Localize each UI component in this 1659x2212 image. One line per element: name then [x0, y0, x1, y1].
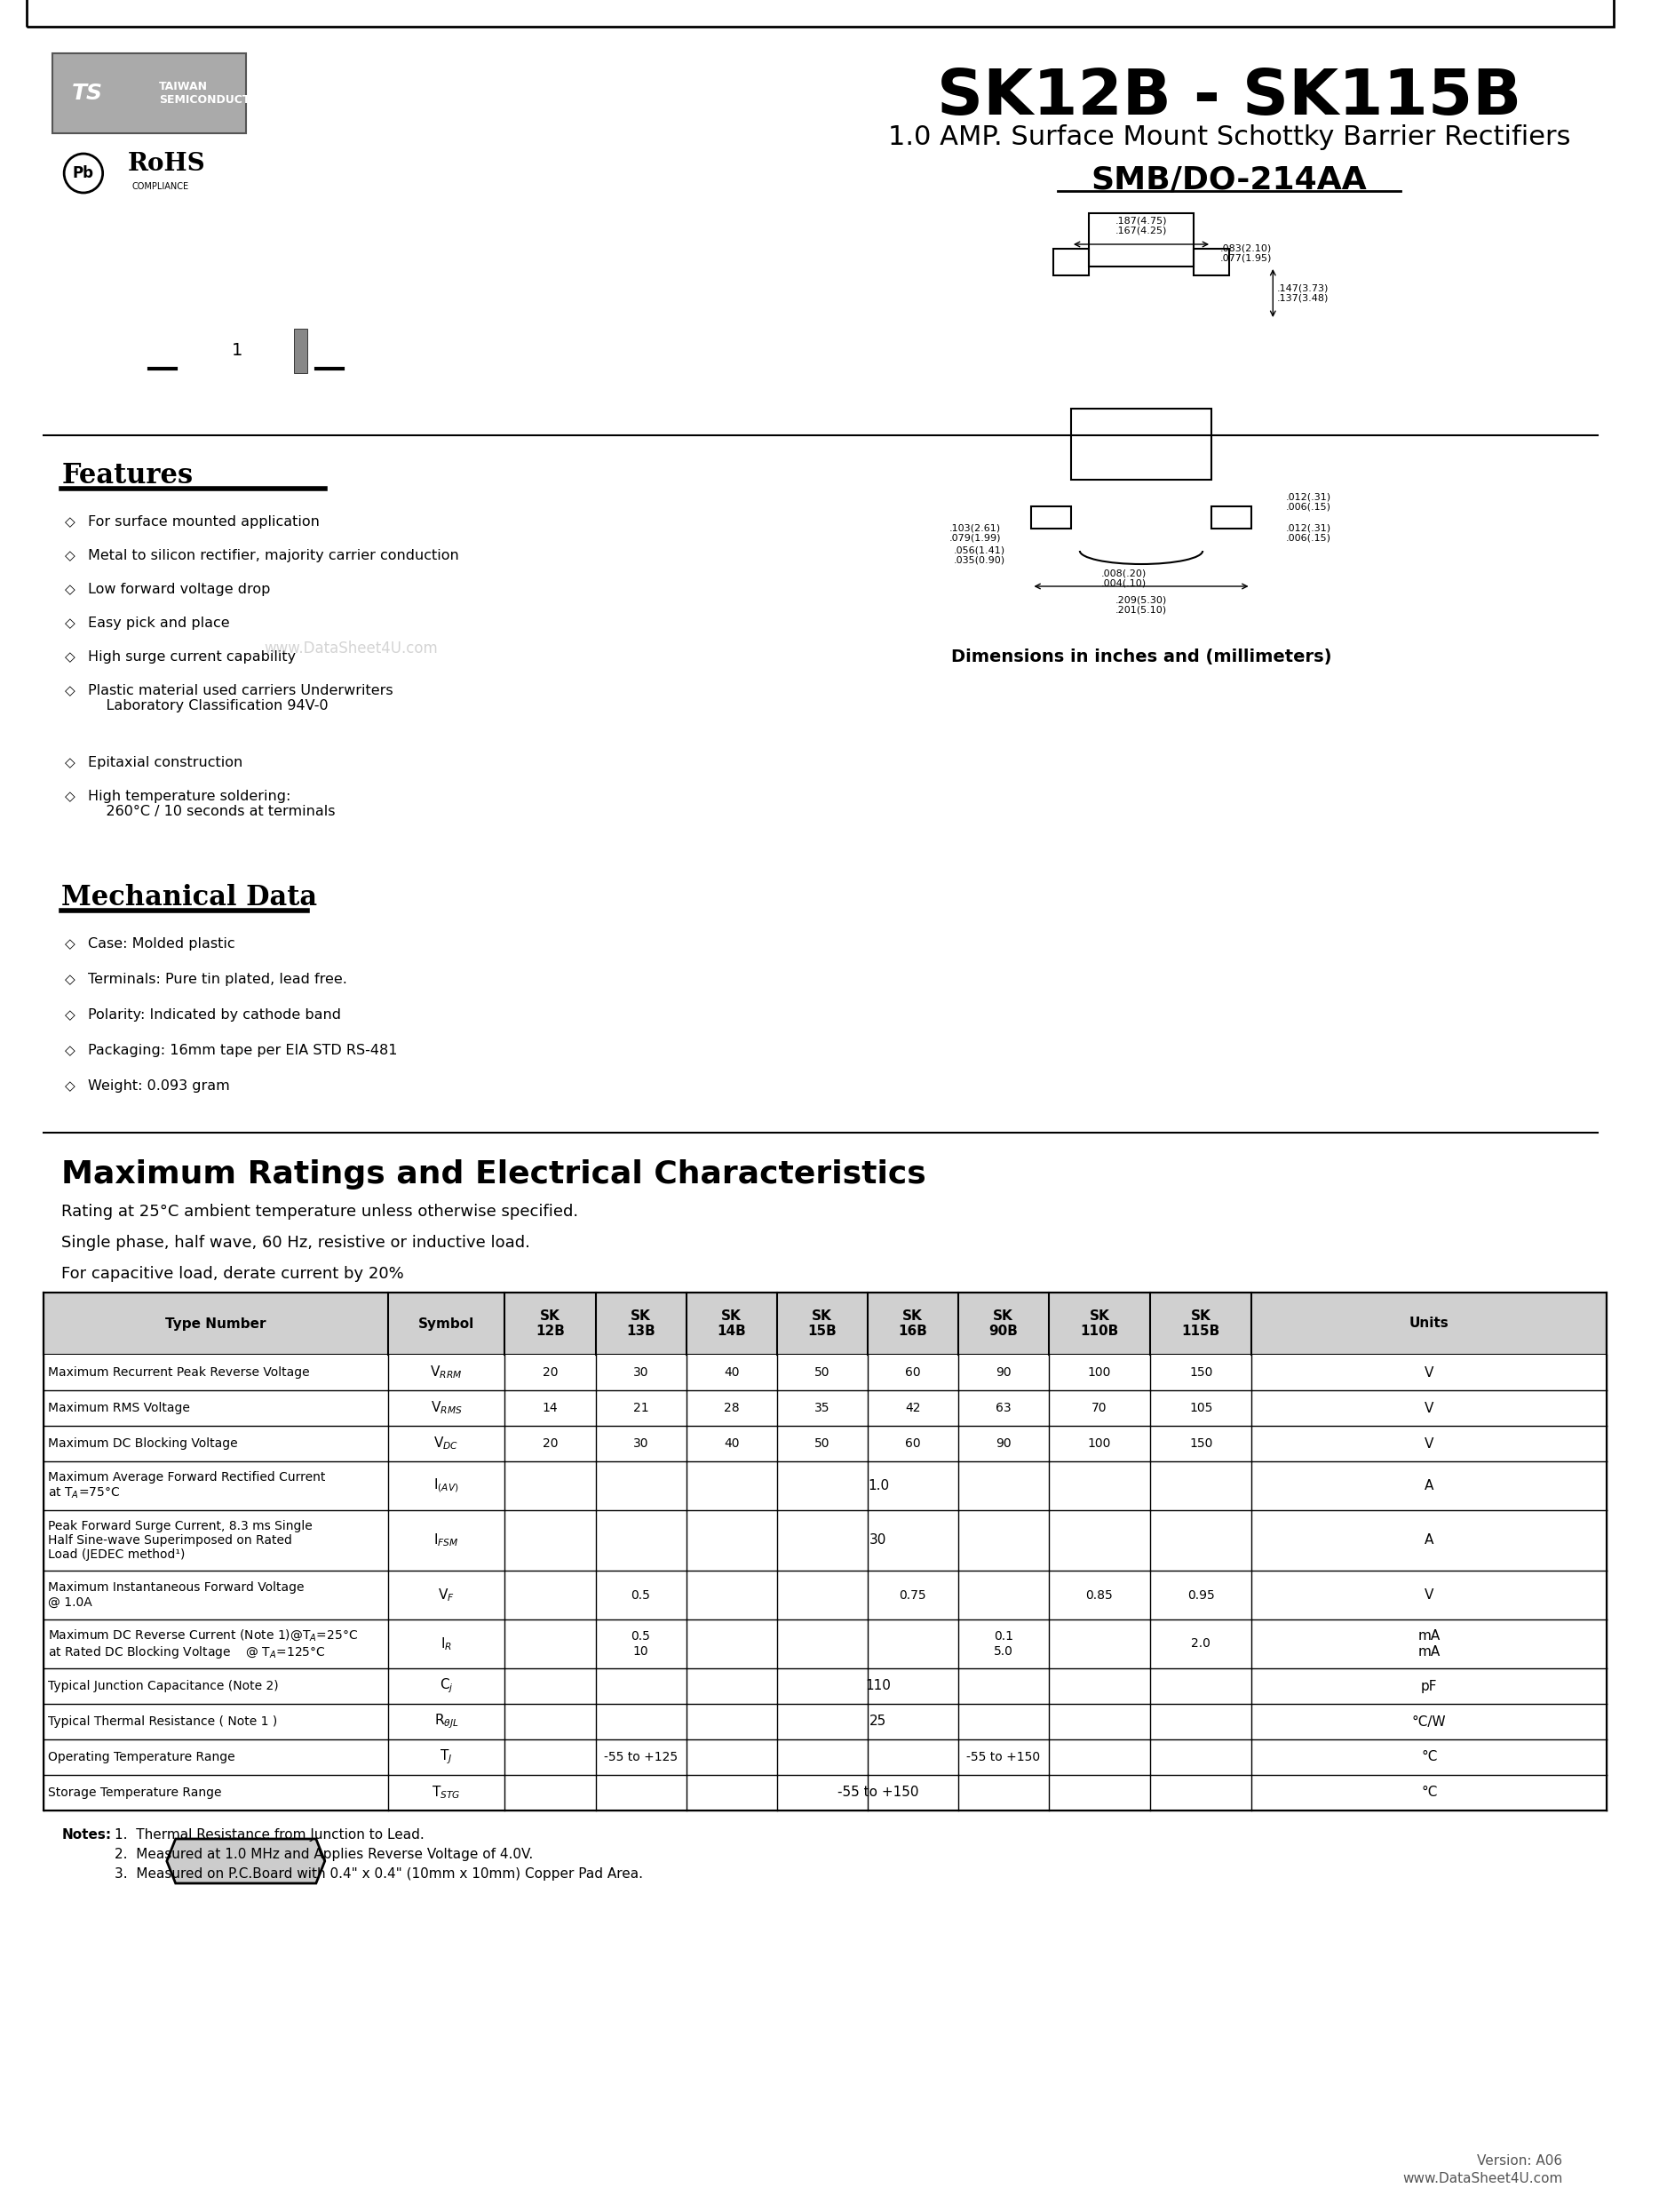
Text: ◇: ◇ [65, 650, 75, 664]
Text: Maximum DC Blocking Voltage: Maximum DC Blocking Voltage [48, 1438, 237, 1449]
Text: Packaging: 16mm tape per EIA STD RS-481: Packaging: 16mm tape per EIA STD RS-481 [88, 1044, 397, 1057]
Text: ◇: ◇ [65, 757, 75, 770]
Text: Symbol: Symbol [418, 1316, 474, 1329]
Text: www.DataSheet4U.com: www.DataSheet4U.com [1402, 2172, 1563, 2185]
Text: Version: A06: Version: A06 [1477, 2154, 1563, 2168]
Text: -55 to +150: -55 to +150 [967, 1752, 1040, 1763]
Text: Pb: Pb [73, 166, 95, 181]
Text: 60: 60 [904, 1438, 921, 1449]
Text: 30: 30 [869, 1533, 888, 1546]
Text: .012(.31)
.006(.15): .012(.31) .006(.15) [1286, 524, 1332, 542]
Text: I$_R$: I$_R$ [441, 1635, 451, 1652]
Text: 35: 35 [815, 1402, 830, 1413]
Text: 60: 60 [904, 1367, 921, 1378]
Text: -55 to +150: -55 to +150 [838, 1785, 919, 1798]
Text: Metal to silicon rectifier, majority carrier conduction: Metal to silicon rectifier, majority car… [88, 549, 460, 562]
Text: 110: 110 [866, 1679, 891, 1692]
Text: Notes:: Notes: [61, 1829, 111, 1843]
Bar [43, 1292, 1606, 1354]
Text: Maximum Average Forward Rectified Current
at T$_A$=75°C: Maximum Average Forward Rectified Curren… [48, 1471, 325, 1500]
Text: V$_{RMS}$: V$_{RMS}$ [430, 1400, 463, 1416]
Text: 25: 25 [869, 1714, 888, 1728]
Text: ◇: ◇ [65, 549, 75, 562]
Text: 63: 63 [995, 1402, 1012, 1413]
Text: For capacitive load, derate current by 20%: For capacitive load, derate current by 2… [61, 1265, 405, 1283]
Text: .209(5.30)
.201(5.10): .209(5.30) .201(5.10) [1115, 595, 1166, 615]
Text: TS: TS [71, 82, 103, 104]
Bar [43, 1462, 1606, 1511]
Text: Maximum Recurrent Peak Reverse Voltage: Maximum Recurrent Peak Reverse Voltage [48, 1367, 310, 1378]
Text: .083(2.10)
.077(1.95): .083(2.10) .077(1.95) [1221, 243, 1272, 263]
Text: www.DataSheet4U.com: www.DataSheet4U.com [264, 641, 438, 657]
Bar [43, 1391, 1606, 1427]
Bar [43, 1703, 1606, 1739]
Text: 150: 150 [1190, 1367, 1213, 1378]
Text: °C: °C [1422, 1750, 1437, 1763]
Bar [1088, 212, 1194, 265]
Text: High temperature soldering:
    260°C / 10 seconds at terminals: High temperature soldering: 260°C / 10 s… [88, 790, 335, 818]
Bar [43, 1427, 1606, 1462]
Bar [1072, 409, 1211, 480]
Text: SK
15B: SK 15B [808, 1310, 836, 1338]
Bar [1194, 248, 1229, 274]
Text: Mechanical Data: Mechanical Data [61, 885, 317, 911]
Text: 3.  Measured on P.C.Board with 0.4" x 0.4" (10mm x 10mm) Copper Pad Area.: 3. Measured on P.C.Board with 0.4" x 0.4… [114, 1867, 642, 1880]
Text: ◇: ◇ [65, 790, 75, 803]
Text: 40: 40 [723, 1367, 740, 1378]
Text: 30: 30 [634, 1367, 649, 1378]
Text: 2.0: 2.0 [1191, 1637, 1211, 1650]
Text: Case: Molded plastic: Case: Molded plastic [88, 938, 236, 951]
Text: SMB/DO-214AA: SMB/DO-214AA [1092, 164, 1367, 195]
Text: A: A [1425, 1480, 1433, 1493]
Polygon shape [168, 1838, 325, 1882]
Text: TAIWAN
SEMICONDUCTOR: TAIWAN SEMICONDUCTOR [159, 82, 267, 106]
Text: 150: 150 [1190, 1438, 1213, 1449]
Text: 28: 28 [723, 1402, 740, 1413]
Text: ◇: ◇ [65, 1079, 75, 1093]
Text: SK
13B: SK 13B [625, 1310, 655, 1338]
Text: Units: Units [1408, 1316, 1448, 1329]
Text: 50: 50 [815, 1438, 830, 1449]
Text: V: V [1425, 1438, 1433, 1451]
Bar [43, 1511, 1606, 1571]
Text: SK
90B: SK 90B [989, 1310, 1019, 1338]
Text: Maximum DC Reverse Current (Note 1)@T$_A$=25°C
at Rated DC Blocking Voltage    @: Maximum DC Reverse Current (Note 1)@T$_A… [48, 1628, 358, 1661]
Text: .008(.20)
.004(.10): .008(.20) .004(.10) [1102, 568, 1146, 588]
Text: Operating Temperature Range: Operating Temperature Range [48, 1752, 236, 1763]
Text: 0.1
5.0: 0.1 5.0 [994, 1630, 1014, 1657]
Bar [1032, 507, 1072, 529]
Text: ◇: ◇ [65, 973, 75, 987]
Text: RoHS: RoHS [128, 153, 206, 177]
Text: Storage Temperature Range: Storage Temperature Range [48, 1787, 222, 1798]
Text: .103(2.61)
.079(1.99): .103(2.61) .079(1.99) [949, 524, 1000, 542]
Text: 100: 100 [1088, 1367, 1112, 1378]
Bar [43, 1739, 1606, 1774]
Text: 0.85: 0.85 [1085, 1588, 1113, 1601]
Text: I$_{FSM}$: I$_{FSM}$ [433, 1533, 460, 1548]
Text: 0.75: 0.75 [899, 1588, 926, 1601]
Text: Typical Thermal Resistance ( Note 1 ): Typical Thermal Resistance ( Note 1 ) [48, 1717, 277, 1728]
Text: 100: 100 [1088, 1438, 1112, 1449]
Text: Maximum RMS Voltage: Maximum RMS Voltage [48, 1402, 191, 1413]
Text: V$_{RRM}$: V$_{RRM}$ [430, 1365, 463, 1380]
Text: SK
110B: SK 110B [1080, 1310, 1118, 1338]
Text: Easy pick and place: Easy pick and place [88, 617, 229, 630]
Text: SK
115B: SK 115B [1181, 1310, 1221, 1338]
Text: T$_{STG}$: T$_{STG}$ [431, 1785, 461, 1801]
Text: .147(3.73)
.137(3.48): .147(3.73) .137(3.48) [1277, 283, 1329, 303]
Text: 2.  Measured at 1.0 MHz and Applies Reverse Voltage of 4.0V.: 2. Measured at 1.0 MHz and Applies Rever… [114, 1847, 533, 1860]
Text: 0.5
10: 0.5 10 [630, 1630, 650, 1657]
Text: 0.5: 0.5 [630, 1588, 650, 1601]
Text: High surge current capability: High surge current capability [88, 650, 295, 664]
Text: V: V [1425, 1402, 1433, 1416]
Text: mA
mA: mA mA [1418, 1630, 1440, 1659]
Text: 105: 105 [1190, 1402, 1213, 1413]
Text: Peak Forward Surge Current, 8.3 ms Single
Half Sine-wave Superimposed on Rated
L: Peak Forward Surge Current, 8.3 ms Singl… [48, 1520, 312, 1562]
Text: V: V [1425, 1588, 1433, 1601]
Text: Maximum Instantaneous Forward Voltage
@ 1.0A: Maximum Instantaneous Forward Voltage @ … [48, 1582, 305, 1608]
Text: °C: °C [1422, 1785, 1437, 1798]
Text: .187(4.75)
.167(4.25): .187(4.75) .167(4.25) [1115, 217, 1168, 234]
Text: 1.0 AMP. Surface Mount Schottky Barrier Rectifiers: 1.0 AMP. Surface Mount Schottky Barrier … [888, 124, 1571, 150]
Text: 90: 90 [995, 1367, 1012, 1378]
Text: 20: 20 [542, 1438, 557, 1449]
